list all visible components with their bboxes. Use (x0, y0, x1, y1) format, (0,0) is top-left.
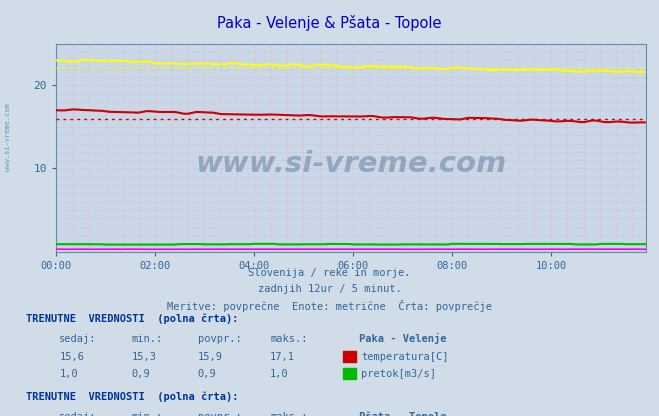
Text: 15,6: 15,6 (59, 352, 84, 362)
Text: Pšata - Topole: Pšata - Topole (359, 412, 447, 416)
Text: Meritve: povprečne  Enote: metrične  Črta: povprečje: Meritve: povprečne Enote: metrične Črta:… (167, 300, 492, 312)
Text: temperatura[C]: temperatura[C] (361, 352, 449, 362)
Text: povpr.:: povpr.: (198, 334, 241, 344)
Text: 17,1: 17,1 (270, 352, 295, 362)
Text: min.:: min.: (132, 334, 163, 344)
Text: www.si-vreme.com: www.si-vreme.com (5, 103, 11, 171)
Text: maks.:: maks.: (270, 412, 308, 416)
Text: zadnjih 12ur / 5 minut.: zadnjih 12ur / 5 minut. (258, 284, 401, 294)
Text: sedaj:: sedaj: (59, 334, 97, 344)
Text: maks.:: maks.: (270, 334, 308, 344)
Text: 15,9: 15,9 (198, 352, 223, 362)
Text: Slovenija / reke in morje.: Slovenija / reke in morje. (248, 268, 411, 278)
Text: TRENUTNE  VREDNOSTI  (polna črta):: TRENUTNE VREDNOSTI (polna črta): (26, 392, 239, 402)
Text: Paka - Velenje: Paka - Velenje (359, 333, 447, 344)
Text: 1,0: 1,0 (59, 369, 78, 379)
Text: 0,9: 0,9 (198, 369, 216, 379)
Text: 0,9: 0,9 (132, 369, 150, 379)
Text: sedaj:: sedaj: (59, 412, 97, 416)
Text: Paka - Velenje & Pšata - Topole: Paka - Velenje & Pšata - Topole (217, 15, 442, 30)
Text: 15,3: 15,3 (132, 352, 157, 362)
Text: povpr.:: povpr.: (198, 412, 241, 416)
Text: pretok[m3/s]: pretok[m3/s] (361, 369, 436, 379)
Text: TRENUTNE  VREDNOSTI  (polna črta):: TRENUTNE VREDNOSTI (polna črta): (26, 314, 239, 324)
Text: 1,0: 1,0 (270, 369, 289, 379)
Text: www.si-vreme.com: www.si-vreme.com (195, 150, 507, 178)
Text: min.:: min.: (132, 412, 163, 416)
